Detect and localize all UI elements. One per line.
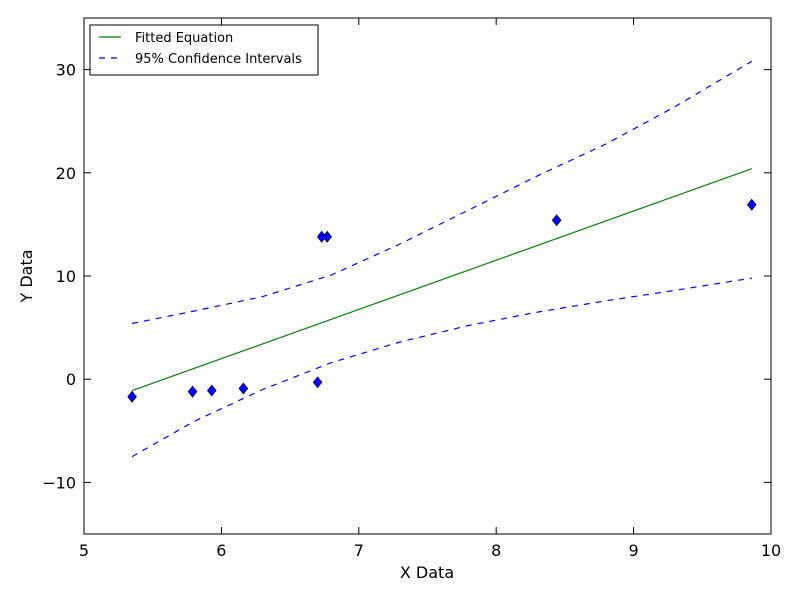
y-tick-label: −10 <box>42 473 76 492</box>
data-point <box>312 376 323 389</box>
plot-markers <box>127 198 757 403</box>
x-axis: 5 6 7 8 9 10 <box>79 18 781 560</box>
legend-label: Fitted Equation <box>135 31 233 46</box>
y-axis-label: Y Data <box>17 249 36 303</box>
data-point <box>206 384 217 397</box>
x-tick-label: 8 <box>491 541 501 560</box>
x-tick-label: 6 <box>216 541 226 560</box>
x-tick-label: 10 <box>761 541 781 560</box>
legend: Fitted Equation 95% Confidence Intervals <box>89 24 319 76</box>
data-point <box>238 382 249 395</box>
confidence-interval-line <box>131 277 752 458</box>
x-tick-label: 5 <box>79 541 89 560</box>
data-point <box>127 390 137 403</box>
plot-frame <box>83 17 772 535</box>
legend-box <box>89 24 319 76</box>
x-axis-label: X Data <box>400 563 454 582</box>
legend-label: 95% Confidence Intervals <box>135 52 302 67</box>
x-tick-label: 9 <box>629 541 639 560</box>
y-axis: −10 0 10 20 30 <box>42 61 771 492</box>
fitted-line <box>131 168 753 392</box>
y-tick-label: 10 <box>56 267 76 286</box>
y-tick-label: 30 <box>56 61 76 80</box>
y-tick-label: 20 <box>56 164 76 183</box>
x-tick-label: 7 <box>354 541 364 560</box>
data-point <box>322 230 332 243</box>
plot-lines <box>131 60 753 458</box>
y-tick-label: 0 <box>66 370 76 389</box>
data-point <box>746 198 757 211</box>
confidence-interval-line <box>131 60 753 325</box>
data-point <box>187 385 198 398</box>
data-point <box>551 214 562 227</box>
